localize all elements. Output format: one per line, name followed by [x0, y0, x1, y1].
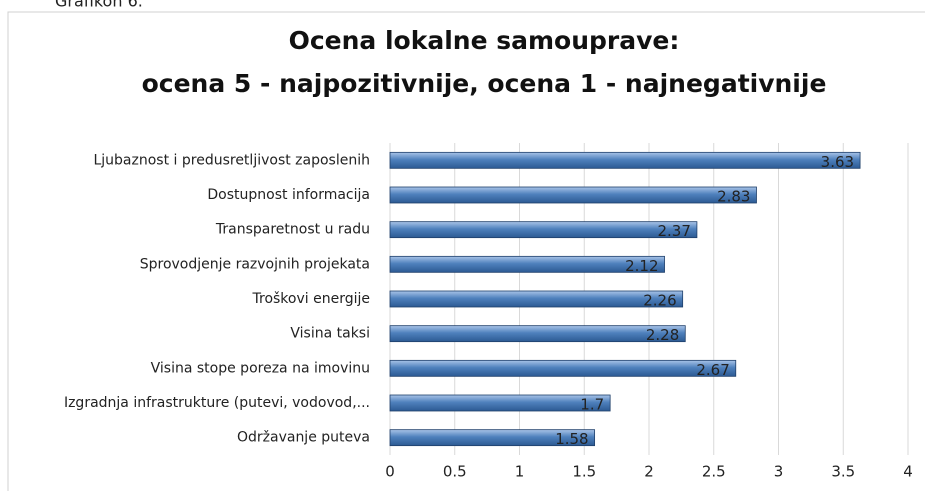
x-tick-label: 1.5 [572, 463, 596, 481]
bar [389, 255, 665, 273]
value-label: 1.7 [580, 396, 604, 414]
y-tick-label: Sprovodjenje razvojnih projekata [140, 256, 370, 272]
value-label: 3.63 [821, 153, 854, 171]
bar [389, 290, 684, 308]
bar [389, 186, 757, 204]
y-tick-label: Transparetnost u radu [215, 222, 370, 238]
x-tick-label: 1 [515, 463, 525, 481]
value-label: 2.37 [658, 222, 691, 240]
bar [389, 394, 611, 412]
y-tick-label: Dostupnost informacija [207, 187, 370, 203]
chart-title: ocena 5 - najpozitivnije, ocena 1 - najn… [142, 69, 827, 98]
x-tick-label: 0.5 [443, 463, 467, 481]
y-tick-label: Visina taksi [290, 326, 370, 342]
value-label: 2.26 [643, 292, 676, 310]
chart-frame [7, 11, 925, 491]
value-label: 2.12 [625, 257, 658, 275]
y-tick-label: Ljubaznost i predusretljivost zaposlenih [93, 152, 370, 168]
value-label: 2.83 [717, 188, 750, 206]
chart-title: Ocena lokalne samouprave: [289, 26, 680, 55]
x-tick-label: 3 [774, 463, 784, 481]
value-label: 2.67 [696, 361, 729, 379]
y-tick-label: Održavanje puteva [237, 430, 370, 446]
bar [389, 429, 596, 447]
bar [389, 151, 861, 169]
bar [389, 359, 737, 377]
y-tick-label: Visina stope poreza na imovinu [151, 360, 370, 376]
y-tick-label: Izgradnja infrastrukture (putevi, vodovo… [64, 395, 370, 411]
x-tick-label: 4 [903, 463, 913, 481]
bar [389, 325, 686, 343]
value-label: 1.58 [555, 430, 588, 448]
value-label: 2.28 [646, 326, 679, 344]
x-tick-label: 0 [385, 463, 395, 481]
x-tick-label: 3.5 [831, 463, 855, 481]
x-tick-label: 2 [644, 463, 654, 481]
y-tick-label: Troškovi energije [252, 291, 371, 307]
x-tick-label: 2.5 [702, 463, 726, 481]
caption: Grafikon 6. [55, 0, 143, 11]
bar [389, 221, 698, 239]
